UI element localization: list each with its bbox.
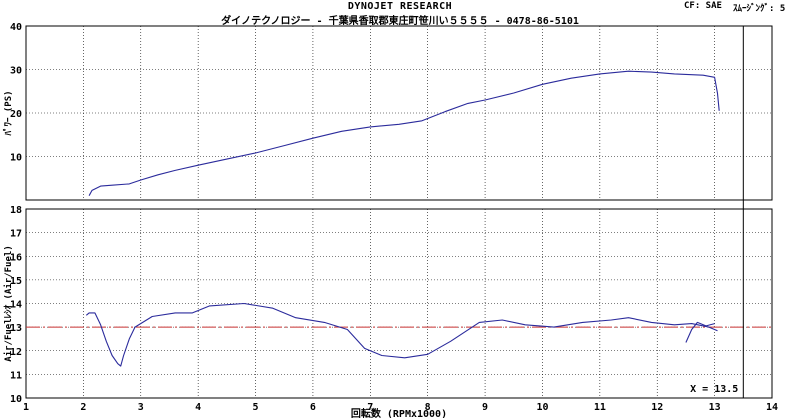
power-y-tick-label: 30 (10, 66, 22, 77)
x-tick-label: 2 (80, 402, 86, 413)
panel-frames (25, 25, 773, 399)
afr-y-tick-label: 16 (10, 252, 22, 263)
power-panel-frame (25, 25, 773, 201)
x-tick-label: 8 (425, 402, 431, 413)
afr-curve (85, 302, 718, 367)
power-y-tick-label: 10 (10, 153, 22, 164)
x-tick-label: 10 (536, 402, 548, 413)
curve-layer (85, 70, 720, 367)
x-tick-label: 13 (709, 402, 721, 413)
x-tick-label: 9 (482, 402, 488, 413)
x-tick-label: 14 (766, 402, 778, 413)
smoothing-setting: ｽﾑｰｼﾞﾝｸﾞ: 5 (733, 4, 786, 14)
grid-layer (26, 26, 772, 398)
power-y-tick-label: 40 (10, 22, 22, 33)
cursor-marker-label: X = 13.5 (690, 384, 738, 395)
power-y-tick-label: 20 (10, 109, 22, 120)
company-subtitle: ダイノテクノロジー - 千葉県香取郡東庄町笹川い５５５５ - 0478-86-5… (221, 16, 579, 27)
afr-y-tick-label: 18 (10, 205, 22, 216)
afr-y-tick-label: 13 (10, 323, 22, 334)
afr-y-tick-label: 12 (10, 347, 22, 358)
afr-y-axis-label: Air/Fuelﾚｼｵ (Air/Fuel) (3, 245, 14, 361)
x-tick-label: 1 (23, 402, 29, 413)
axis-label-layer: ﾊﾟﾜｰ (PS) Air/Fuelﾚｼｵ (Air/Fuel) 回転数 (RPMx… (2, 90, 447, 418)
x-tick-label: 12 (651, 402, 663, 413)
x-tick-label: 5 (253, 402, 259, 413)
x-tick-label: 7 (367, 402, 373, 413)
x-axis-label: 回転数 (RPMx1000) (351, 407, 447, 418)
afr-panel-frame (25, 208, 773, 399)
afr-y-tick-label: 10 (10, 394, 22, 405)
power-curve (88, 70, 720, 196)
chart-title: DYNOJET RESEARCH (347, 1, 453, 12)
afr-curve-2 (685, 321, 715, 343)
afr-y-tick-label: 14 (10, 300, 22, 311)
cursor-marker-layer: X = 13.5 (690, 26, 744, 398)
x-tick-label: 11 (594, 402, 606, 413)
afr-y-tick-label: 11 (10, 370, 22, 381)
x-tick-label: 3 (138, 402, 144, 413)
afr-y-tick-label: 17 (10, 229, 22, 240)
correction-factor: CF: SAE (684, 1, 722, 11)
power-y-axis-label: ﾊﾟﾜｰ (PS) (2, 90, 14, 136)
x-tick-label: 6 (310, 402, 316, 413)
x-tick-label: 4 (195, 402, 201, 413)
afr-y-tick-label: 15 (10, 276, 22, 287)
